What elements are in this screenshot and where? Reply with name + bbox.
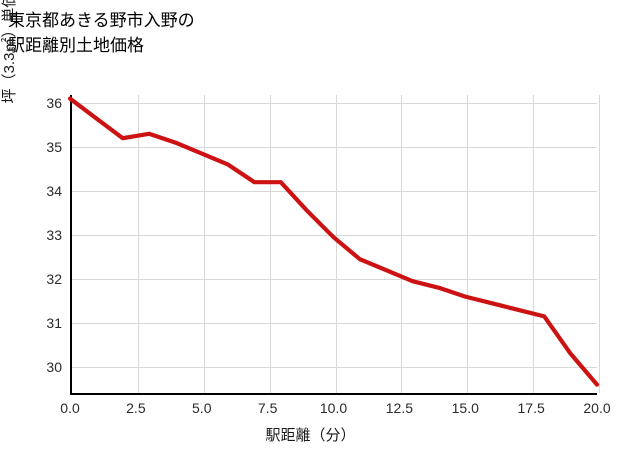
x-tick-label: 2.5 xyxy=(126,400,146,416)
x-tick-label: 15.0 xyxy=(451,400,479,416)
title-line-1: 東京都あきる野市入野の xyxy=(8,11,195,30)
x-tick-label: 0.0 xyxy=(60,400,80,416)
x-tick-label: 10.0 xyxy=(319,400,348,416)
y-axis-label: 坪（3.3㎡）単価（万円） xyxy=(0,0,19,148)
y-tick-label: 35 xyxy=(46,139,62,155)
y-tick-label: 32 xyxy=(46,271,62,287)
y-tick-label: 36 xyxy=(46,95,62,111)
page-title: 東京都あきる野市入野の 駅距離別土地価格 xyxy=(8,8,428,58)
x-tick-label: 5.0 xyxy=(192,400,212,416)
x-tick-label: 17.5 xyxy=(517,400,545,416)
title-line-2: 駅距離別土地価格 xyxy=(8,36,144,55)
y-tick-label: 31 xyxy=(46,315,62,331)
x-axis-label: 駅距離（分） xyxy=(265,427,356,444)
x-tick-label: 7.5 xyxy=(257,400,278,416)
y-axis-label-text: 坪（3.3㎡）単価（万円） xyxy=(1,0,18,104)
y-tick-label: 30 xyxy=(46,359,62,375)
x-tick-label: 12.5 xyxy=(385,400,413,416)
gridline-x-20 xyxy=(599,95,600,393)
x-tick-label: 20.0 xyxy=(583,400,611,416)
y-tick-label: 33 xyxy=(46,227,62,243)
y-tick-label: 34 xyxy=(46,183,62,199)
